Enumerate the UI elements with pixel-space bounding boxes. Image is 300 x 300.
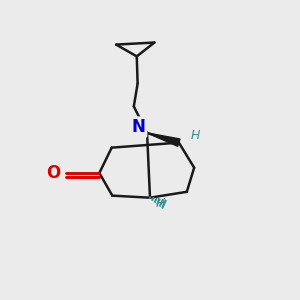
Polygon shape [147, 133, 180, 146]
Text: H: H [156, 197, 165, 210]
Text: H: H [191, 129, 200, 142]
Text: N: N [132, 118, 146, 136]
Text: O: O [46, 164, 61, 182]
